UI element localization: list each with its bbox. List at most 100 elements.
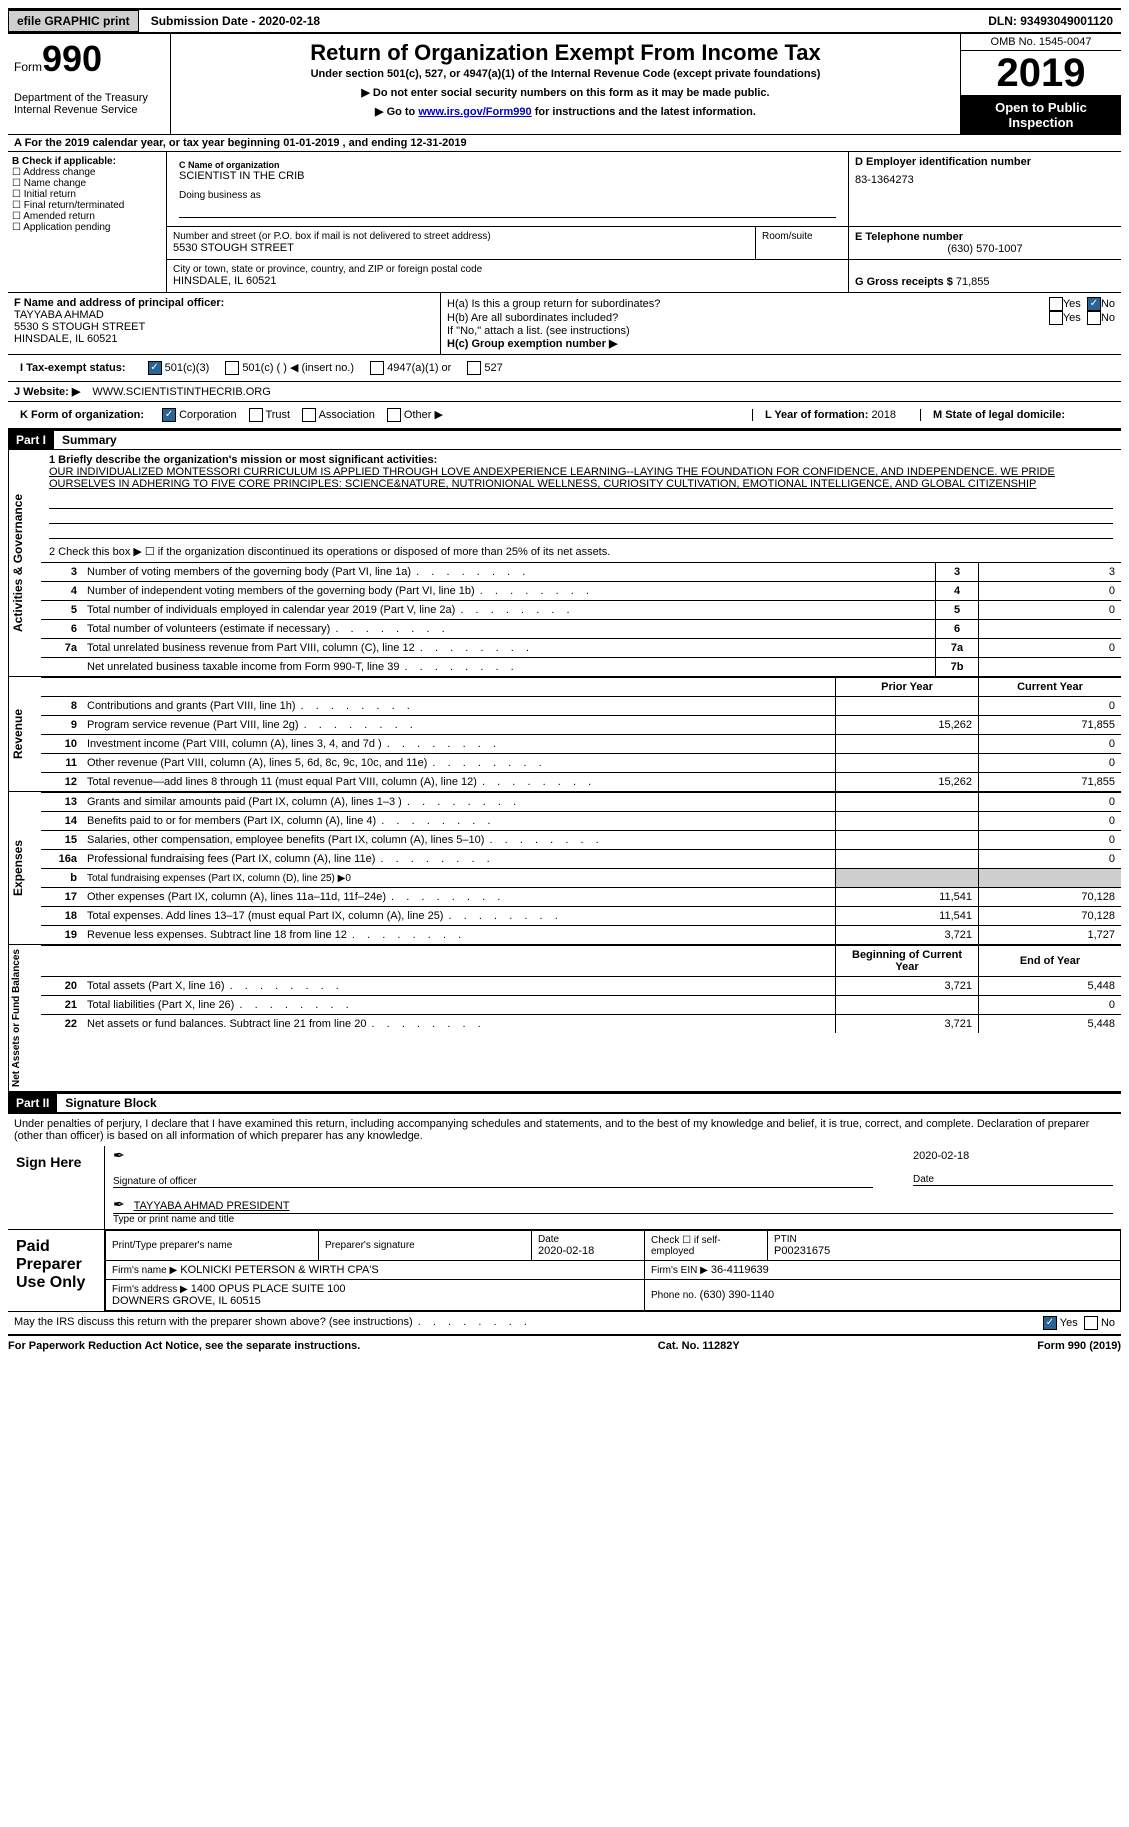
footer-catalog: Cat. No. 11282Y xyxy=(658,1340,740,1352)
check-amended-return[interactable]: Amended return xyxy=(12,211,162,222)
opt-other: Other ▶ xyxy=(404,409,443,421)
no-label: No xyxy=(1101,298,1115,310)
discuss-no-checkbox[interactable] xyxy=(1084,1316,1098,1330)
city-value: HINSDALE, IL 60521 xyxy=(173,275,842,287)
vtab-revenue: Revenue xyxy=(8,677,41,791)
no-label-2: No xyxy=(1101,312,1115,324)
h-a-label: H(a) Is this a group return for subordin… xyxy=(447,298,660,310)
corporation-checkbox[interactable]: ✓ xyxy=(162,408,176,422)
top-bar: efile GRAPHIC print Submission Date - 20… xyxy=(8,8,1121,34)
opt-4947: 4947(a)(1) or xyxy=(387,362,451,374)
note2-post: for instructions and the latest informat… xyxy=(532,106,756,118)
check-address-change[interactable]: Address change xyxy=(12,167,162,178)
check-application-pending[interactable]: Application pending xyxy=(12,222,162,233)
opt-corporation: Corporation xyxy=(179,409,236,421)
check-final-return[interactable]: Final return/terminated xyxy=(12,200,162,211)
officer-label: F Name and address of principal officer: xyxy=(14,297,434,309)
part-1-header: Part I xyxy=(8,431,54,449)
mission-label: 1 Briefly describe the organization's mi… xyxy=(49,454,437,466)
entity-block: B Check if applicable: Address change Na… xyxy=(8,152,1121,293)
table-revenue: Prior YearCurrent Year8Contributions and… xyxy=(41,677,1121,791)
signature-officer-label: Signature of officer xyxy=(113,1176,873,1188)
vtab-expenses: Expenses xyxy=(8,792,41,944)
other-checkbox[interactable] xyxy=(387,408,401,422)
h-b-label: H(b) Are all subordinates included? xyxy=(447,312,618,324)
org-form-row: K Form of organization: ✓ Corporation Tr… xyxy=(8,402,1121,429)
tax-exempt-row: I Tax-exempt status: ✓ 501(c)(3) 501(c) … xyxy=(8,355,1121,382)
opt-trust: Trust xyxy=(265,409,290,421)
firm-addr-label: Firm's address ▶ xyxy=(112,1284,188,1295)
vtab-activities: Activities & Governance xyxy=(8,450,41,676)
row-i-label: I Tax-exempt status: xyxy=(14,359,132,377)
org-name-label: C Name of organization xyxy=(179,160,836,170)
association-checkbox[interactable] xyxy=(302,408,316,422)
row-k-label: K Form of organization: xyxy=(14,406,150,424)
yes-label: Yes xyxy=(1063,298,1081,310)
preparer-table: Print/Type preparer's name Preparer's si… xyxy=(105,1230,1121,1311)
ptin-value: P00231675 xyxy=(774,1245,1114,1257)
officer-addr1: 5530 S STOUGH STREET xyxy=(14,321,434,333)
prep-date: 2020-02-18 xyxy=(538,1245,638,1257)
h-b-note: If "No," attach a list. (see instruction… xyxy=(447,325,1115,337)
hb-no-checkbox[interactable] xyxy=(1087,311,1101,325)
yes-label-2: Yes xyxy=(1063,312,1081,324)
submission-date: Submission Date - 2020-02-18 xyxy=(143,11,328,31)
footer-form: Form 990 (2019) xyxy=(1037,1340,1121,1352)
perjury-declaration: Under penalties of perjury, I declare th… xyxy=(8,1114,1121,1146)
part-2-header: Part II xyxy=(8,1094,57,1112)
note2-pre: ▶ Go to xyxy=(375,106,418,118)
row-l-label: L Year of formation: xyxy=(765,409,869,421)
opt-association: Association xyxy=(319,409,375,421)
row-m-label: M State of legal domicile: xyxy=(933,409,1065,421)
check-name-change[interactable]: Name change xyxy=(12,178,162,189)
trust-checkbox[interactable] xyxy=(249,408,263,422)
hb-yes-checkbox[interactable] xyxy=(1049,311,1063,325)
page-footer: For Paperwork Reduction Act Notice, see … xyxy=(8,1336,1121,1352)
activities-governance-section: Activities & Governance 1 Briefly descri… xyxy=(8,450,1121,677)
expenses-section: Expenses 13Grants and similar amounts pa… xyxy=(8,792,1121,945)
self-employed-check[interactable]: Check ☐ if self-employed xyxy=(645,1231,768,1261)
501c-checkbox[interactable] xyxy=(225,361,239,375)
prep-sig-label: Preparer's signature xyxy=(325,1240,525,1251)
gross-receipts-label: G Gross receipts $ xyxy=(855,276,953,288)
opt-501c3: 501(c)(3) xyxy=(165,362,210,374)
gross-receipts-value: 71,855 xyxy=(956,276,990,288)
form-header: Form990 Department of the Treasury Inter… xyxy=(8,34,1121,135)
type-name-label: Type or print name and title xyxy=(113,1213,1113,1225)
4947-checkbox[interactable] xyxy=(370,361,384,375)
paid-preparer-label: Paid Preparer Use Only xyxy=(8,1230,105,1311)
form-subtitle: Under section 501(c), 527, or 4947(a)(1)… xyxy=(177,68,954,80)
irs-link[interactable]: www.irs.gov/Form990 xyxy=(418,106,531,118)
form-number: 990 xyxy=(42,38,102,79)
footer-paperwork: For Paperwork Reduction Act Notice, see … xyxy=(8,1340,360,1352)
ein-label: D Employer identification number xyxy=(855,156,1115,168)
501c3-checkbox[interactable]: ✓ xyxy=(148,361,162,375)
table-governance: 3Number of voting members of the governi… xyxy=(41,562,1121,676)
tax-year: 2019 xyxy=(961,51,1121,96)
department: Department of the Treasury Internal Reve… xyxy=(14,92,164,116)
check-initial-return[interactable]: Initial return xyxy=(12,189,162,200)
ha-yes-checkbox[interactable] xyxy=(1049,297,1063,311)
prep-name-label: Print/Type preparer's name xyxy=(112,1240,312,1251)
firm-name-label: Firm's name ▶ xyxy=(112,1265,177,1276)
form-note-1: ▶ Do not enter social security numbers o… xyxy=(177,86,954,99)
inspection-notice: Open to Public Inspection xyxy=(961,96,1121,134)
street-value: 5530 STOUGH STREET xyxy=(173,242,749,254)
row-a-period: A For the 2019 calendar year, or tax yea… xyxy=(8,135,1121,152)
efile-button[interactable]: efile GRAPHIC print xyxy=(8,10,139,32)
firm-phone-label: Phone no. xyxy=(651,1290,697,1301)
form-prefix: Form xyxy=(14,60,42,74)
box-b-label: B Check if applicable: xyxy=(12,156,162,167)
527-checkbox[interactable] xyxy=(467,361,481,375)
row-j-label: J Website: ▶ xyxy=(8,382,86,401)
form-title: Return of Organization Exempt From Incom… xyxy=(177,40,954,66)
ha-no-checkbox[interactable]: ✓ xyxy=(1087,297,1101,311)
website-value: WWW.SCIENTISTINTHECRIB.ORG xyxy=(86,383,276,401)
sign-here-label: Sign Here xyxy=(8,1146,105,1229)
table-net-assets: Beginning of Current YearEnd of Year20To… xyxy=(41,945,1121,1033)
table-expenses: 13Grants and similar amounts paid (Part … xyxy=(41,792,1121,944)
street-label: Number and street (or P.O. box if mail i… xyxy=(173,231,749,242)
discuss-yes-checkbox[interactable]: ✓ xyxy=(1043,1316,1057,1330)
line-2-discontinued: 2 Check this box ▶ ☐ if the organization… xyxy=(41,541,1121,562)
officer-name: TAYYABA AHMAD xyxy=(14,309,434,321)
